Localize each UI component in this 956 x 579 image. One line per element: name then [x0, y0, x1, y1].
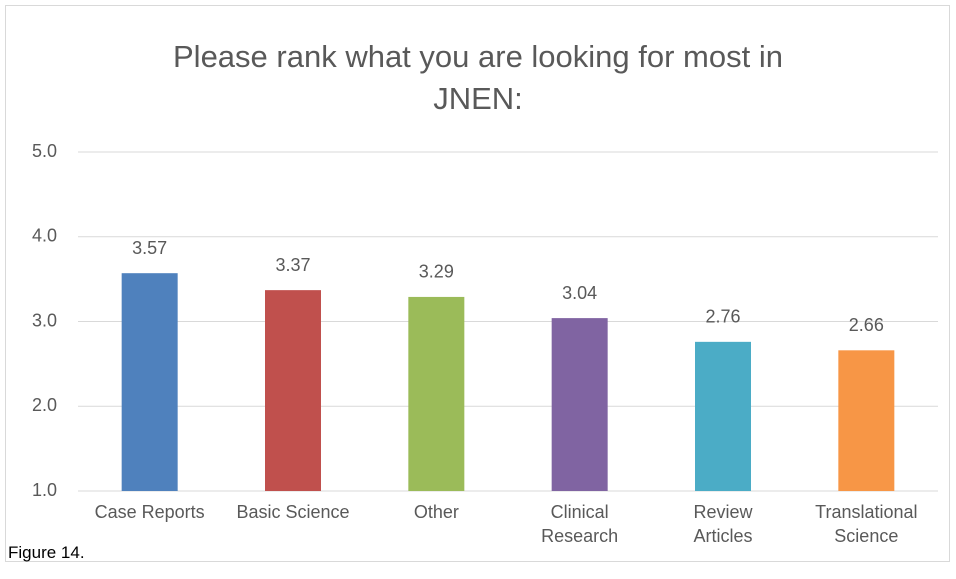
- x-tick-label: Other: [413, 502, 459, 522]
- x-tick-label: Translational Science: [815, 502, 918, 546]
- data-label: 3.57: [132, 238, 167, 258]
- bar: [408, 296, 465, 491]
- y-tick-label: 2.0: [32, 395, 57, 415]
- bar: [121, 273, 178, 491]
- data-label: 3.37: [275, 255, 310, 275]
- bar: [838, 350, 895, 491]
- data-label: 3.29: [419, 262, 454, 282]
- bar: [551, 318, 608, 491]
- chart-title: Please rank what you are looking for mos…: [173, 39, 783, 116]
- y-tick-label: 1.0: [32, 480, 57, 500]
- bar: [265, 290, 321, 491]
- x-tick-label: Case Reports: [94, 502, 205, 522]
- y-tick-label: 3.0: [32, 310, 57, 330]
- figure-caption: Figure 14.: [8, 543, 85, 562]
- data-label: 3.04: [562, 283, 597, 303]
- x-tick-label: Review Articles: [693, 502, 753, 546]
- bar: [695, 341, 751, 491]
- data-label: 2.66: [849, 315, 884, 335]
- x-tick-label: Clinical Research: [541, 502, 619, 546]
- x-tick-label: Basic Science: [236, 502, 350, 522]
- y-tick-label: 4.0: [32, 226, 57, 246]
- data-label: 2.76: [705, 307, 740, 327]
- y-tick-label: 5.0: [32, 141, 57, 161]
